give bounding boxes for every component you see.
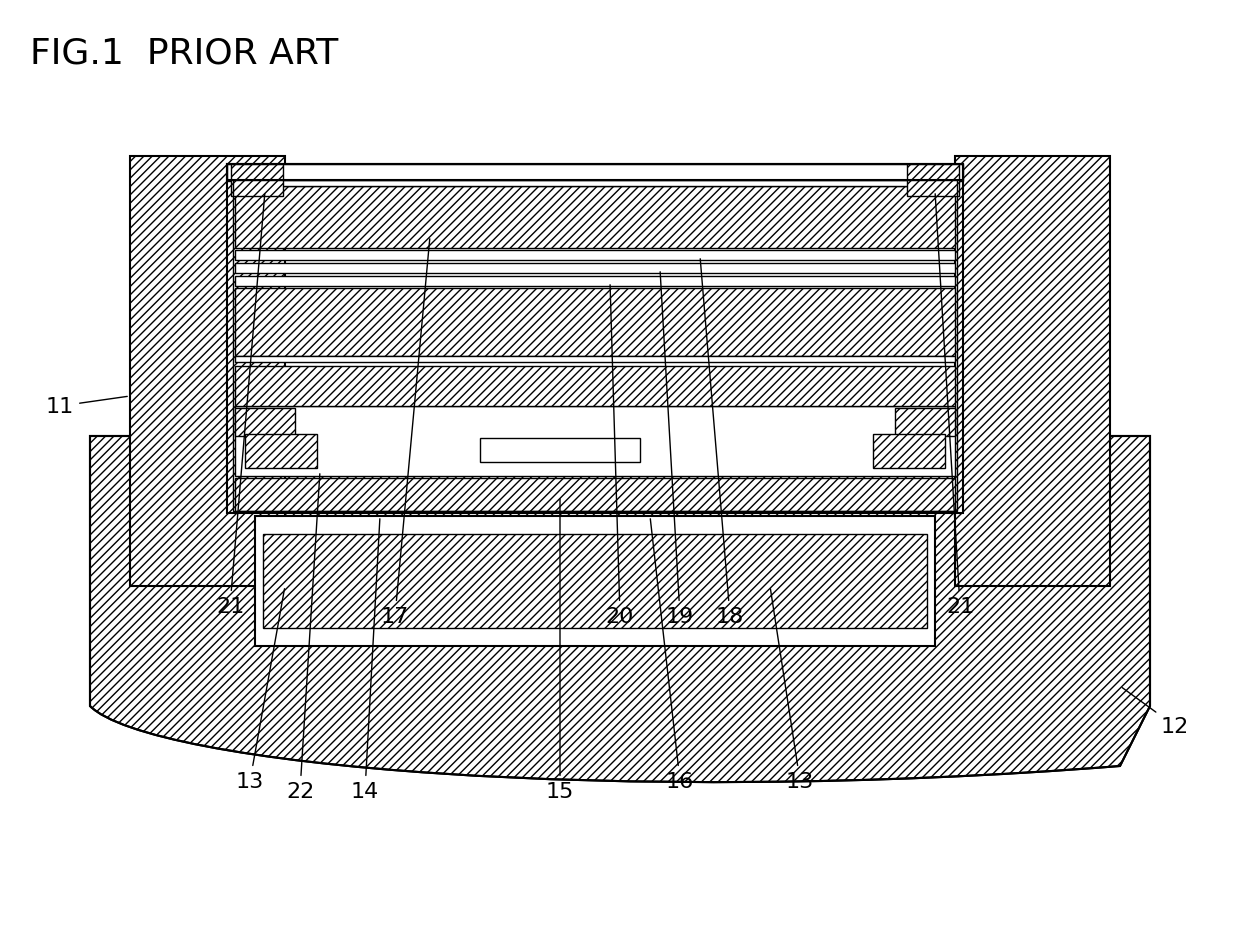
Bar [236,478,955,511]
Bar [236,367,955,406]
Text: 22: 22 [286,475,320,801]
Bar [480,439,640,462]
Bar [227,165,963,181]
Bar [130,157,285,586]
Bar [227,165,963,514]
Bar [231,165,283,197]
Text: 17: 17 [381,240,430,626]
Text: FIG.1  PRIOR ART: FIG.1 PRIOR ART [30,37,339,71]
Bar [906,165,959,197]
Text: 21: 21 [216,195,265,616]
Bar [873,434,945,469]
Bar [255,517,935,647]
Bar [236,181,955,187]
Text: 20: 20 [606,285,634,626]
Bar [233,181,957,511]
Bar [236,264,955,273]
Text: 12: 12 [1122,688,1189,737]
Text: 19: 19 [660,272,694,626]
Bar [236,187,955,249]
PathPatch shape [91,436,1149,782]
Bar [236,277,955,286]
Bar [236,251,955,261]
Bar [263,534,928,628]
Bar [246,434,317,469]
Text: 21: 21 [935,195,975,616]
Text: 14: 14 [351,519,379,801]
Bar [236,288,955,357]
Bar [955,157,1110,586]
Bar [227,165,963,182]
Text: 15: 15 [546,499,574,801]
Text: 16: 16 [650,519,694,791]
Bar [236,408,295,436]
Bar [236,357,955,362]
Text: 13: 13 [770,589,815,791]
Text: 18: 18 [701,259,744,626]
Text: 13: 13 [236,589,284,791]
Text: 11: 11 [46,397,128,417]
Bar [236,406,955,476]
Bar [895,408,955,436]
